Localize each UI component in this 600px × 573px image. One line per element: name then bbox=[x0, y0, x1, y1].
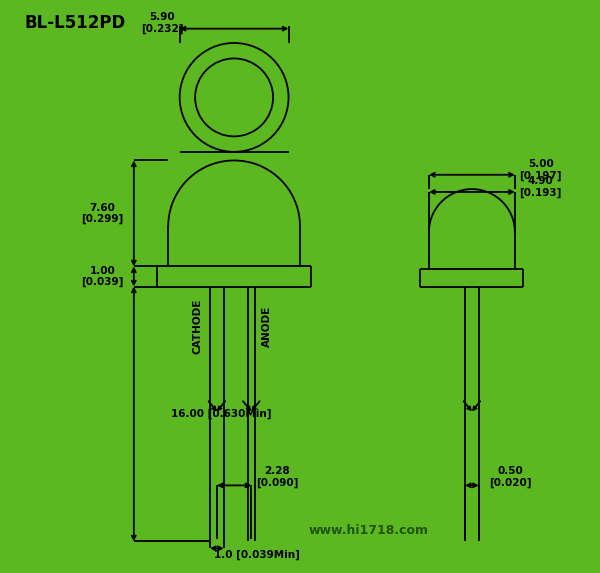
Text: CATHODE: CATHODE bbox=[193, 299, 202, 354]
Text: 0.50
[0.020]: 0.50 [0.020] bbox=[489, 466, 532, 488]
Text: 5.00
[0.197]: 5.00 [0.197] bbox=[520, 159, 562, 181]
Text: ANODE: ANODE bbox=[262, 306, 272, 347]
Text: 2.28
[0.090]: 2.28 [0.090] bbox=[256, 466, 298, 488]
Text: 1.0 [0.039Min]: 1.0 [0.039Min] bbox=[214, 550, 300, 560]
Text: BL-L512PD: BL-L512PD bbox=[25, 14, 126, 32]
Text: 16.00 [0.630Min]: 16.00 [0.630Min] bbox=[171, 409, 272, 419]
Text: 5.90
[0.232]: 5.90 [0.232] bbox=[141, 12, 184, 34]
Text: 1.00
[0.039]: 1.00 [0.039] bbox=[81, 265, 124, 288]
Text: 7.60
[0.299]: 7.60 [0.299] bbox=[81, 202, 124, 225]
Text: 4.90
[0.193]: 4.90 [0.193] bbox=[520, 176, 562, 198]
Text: www.hi1718.com: www.hi1718.com bbox=[309, 524, 429, 536]
